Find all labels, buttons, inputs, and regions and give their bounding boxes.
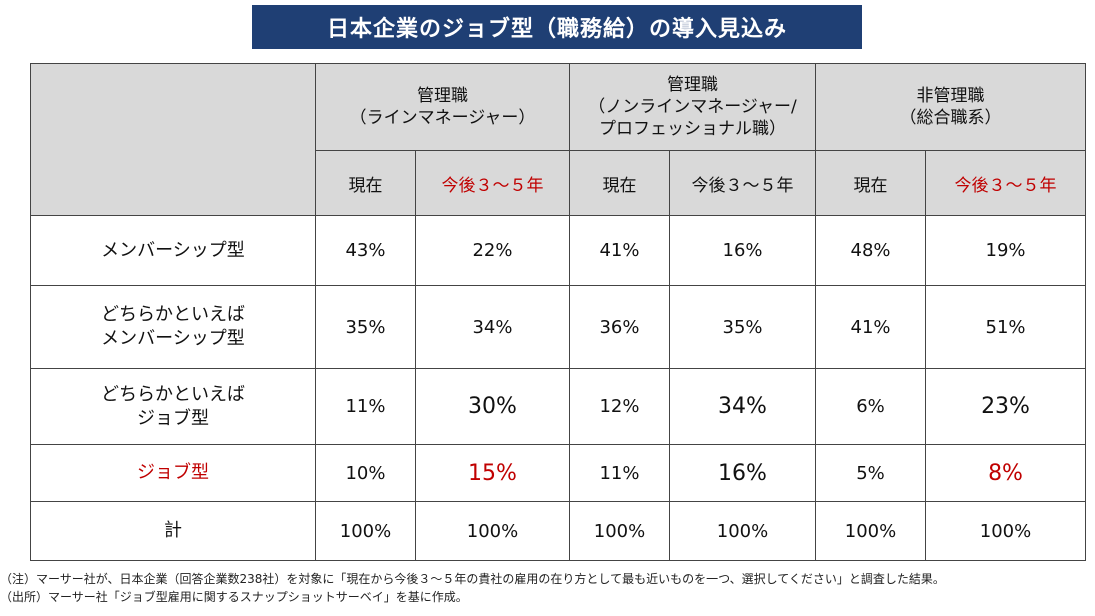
comparison-table: 管理職 （ラインマネージャー） 管理職 （ノンラインマネージャー/ プロフェッシ… [30, 63, 1087, 561]
table-cell: 34% [415, 285, 570, 369]
table-cell: 22% [415, 215, 570, 286]
row-label-line1: メンバーシップ型 [101, 239, 245, 261]
row-label-line1: ジョブ型 [137, 462, 209, 483]
table-cell: 51% [925, 285, 1087, 369]
group-header-line1: 管理職 [667, 75, 718, 95]
table-cell: 34% [668, 368, 817, 445]
group-header-line2: （ラインマネージャー） [349, 108, 536, 128]
subheader-future: 今後３～５年 [925, 150, 1087, 216]
row-label-rather-job: どちらかといえば ジョブ型 [30, 368, 316, 445]
group-header-non-managers: 非管理職 （総合職系） [815, 63, 1087, 151]
group-header-line2: （総合職系） [899, 108, 1002, 128]
table-cell: 43% [315, 215, 416, 286]
table-cell: 100% [815, 501, 927, 561]
group-header-line3: プロフェッショナル職） [599, 119, 786, 139]
table-cell: 23% [925, 368, 1087, 445]
table-cell: 6% [815, 368, 927, 445]
footnote-source: （出所）マーサー社「ジョブ型雇用に関するスナップショットサーベイ」を基に作成。 [0, 590, 468, 604]
group-header-line1: 非管理職 [916, 86, 985, 106]
subheader-current: 現在 [569, 150, 670, 216]
footnotes: （注）マーサー社が、日本企業（回答企業数238社）を対象に「現在から今後３～５年… [0, 570, 945, 606]
table-cell: 35% [315, 285, 416, 369]
table-cell: 100% [415, 501, 570, 561]
group-header-line-managers: 管理職 （ラインマネージャー） [315, 63, 570, 151]
row-label-rather-membership: どちらかといえば メンバーシップ型 [30, 285, 316, 369]
row-label-line2: ジョブ型 [137, 407, 209, 429]
table-cell: 41% [815, 285, 927, 369]
table-cell: 8% [925, 444, 1087, 502]
table-cell: 100% [569, 501, 670, 561]
table-row: メンバーシップ型 43% 22% 41% 16% 48% 19% [30, 215, 1087, 286]
row-label-membership: メンバーシップ型 [30, 215, 316, 286]
table-row: ジョブ型 10% 15% 11% 16% 5% 8% [30, 444, 1087, 502]
table-cell: 15% [415, 444, 570, 502]
table-cell: 11% [315, 368, 416, 445]
table-cell: 16% [668, 215, 817, 286]
group-header-professional: 管理職 （ノンラインマネージャー/ プロフェッショナル職） [568, 63, 817, 151]
subheader-current: 現在 [315, 150, 416, 216]
table-row: 計 100% 100% 100% 100% 100% 100% [30, 501, 1087, 561]
subheader-current: 現在 [815, 150, 927, 216]
table-cell: 100% [315, 501, 416, 561]
row-label-job: ジョブ型 [30, 444, 316, 502]
table-cell: 10% [315, 444, 416, 502]
row-label-line1: 計 [164, 520, 182, 541]
table-cell: 11% [569, 444, 670, 502]
table-cell: 36% [569, 285, 670, 369]
subheader-future: 今後３～５年 [415, 150, 570, 216]
table-cell: 5% [815, 444, 927, 502]
subheader-future: 今後３～５年 [668, 150, 817, 216]
group-header-line2: （ノンラインマネージャー/ [588, 97, 797, 117]
table-cell: 30% [415, 368, 570, 445]
footnote-note: （注）マーサー社が、日本企業（回答企業数238社）を対象に「現在から今後３～５年… [0, 572, 945, 586]
row-label-line1: どちらかといえば [101, 383, 245, 405]
table-cell: 35% [668, 285, 817, 369]
row-label-line1: どちらかといえば [101, 304, 245, 325]
table-cell: 100% [925, 501, 1087, 561]
group-header-line1: 管理職 [417, 86, 468, 106]
row-label-line2: メンバーシップ型 [101, 328, 245, 349]
table-cell: 19% [925, 215, 1087, 286]
table-cell: 16% [668, 444, 817, 502]
table-cell: 100% [668, 501, 817, 561]
page-title: 日本企業のジョブ型（職務給）の導入見込み [252, 5, 862, 49]
table-row: どちらかといえば メンバーシップ型 35% 34% 36% 35% 41% 51… [30, 285, 1087, 369]
table-cell: 12% [569, 368, 670, 445]
table-row: どちらかといえば ジョブ型 11% 30% 12% 34% 6% 23% [30, 368, 1087, 445]
corner-header-cell [30, 63, 316, 216]
row-label-total: 計 [30, 501, 316, 561]
table-cell: 48% [815, 215, 927, 286]
table-cell: 41% [569, 215, 670, 286]
